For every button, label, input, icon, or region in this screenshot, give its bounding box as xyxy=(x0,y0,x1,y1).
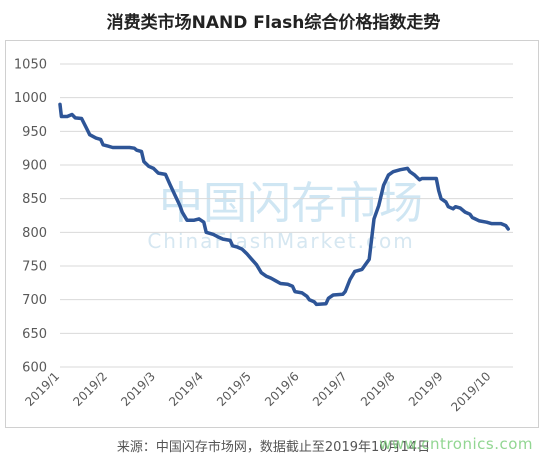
chart-frame xyxy=(5,40,539,428)
x-tick-label: 2019/6 xyxy=(262,369,302,409)
x-axis-ticks: 2019/1 2019/2 2019/3 2019/4 2019/5 2019/6 2019… xyxy=(22,369,493,414)
x-tick-label: 2019/9 xyxy=(406,369,446,409)
chart-title: 消费类市场NAND Flash综合价格指数走势 xyxy=(106,13,441,33)
y-axis-ticks: 600 650 700 750 800 850 900 950 1000 1050 xyxy=(14,58,47,376)
x-tick-label: 2019/7 xyxy=(310,369,350,409)
y-tick-label: 750 xyxy=(22,260,47,275)
y-tick-label: 1050 xyxy=(14,58,47,73)
x-tick-label: 2019/5 xyxy=(214,369,254,409)
y-tick-label: 850 xyxy=(22,192,47,207)
y-tick-label: 800 xyxy=(22,226,47,241)
y-tick-label: 600 xyxy=(22,361,47,376)
y-tick-label: 950 xyxy=(22,125,47,140)
y-tick-label: 1000 xyxy=(14,91,47,106)
watermark-sub: ChinaFlashMarket.com xyxy=(147,229,414,253)
x-tick-label: 2019/3 xyxy=(118,369,158,409)
x-tick-label: 2019/4 xyxy=(166,369,206,409)
x-tick-label: 2019/2 xyxy=(70,369,110,409)
corner-watermark: www.cntronics.com xyxy=(379,435,533,453)
y-tick-label: 900 xyxy=(22,159,47,174)
y-tick-label: 700 xyxy=(22,293,47,308)
gridlines xyxy=(60,63,513,368)
x-tick-label: 2019/8 xyxy=(358,369,398,409)
series-line xyxy=(58,102,510,307)
x-tick-label: 2019/10 xyxy=(448,369,493,414)
source-note: 来源：中国闪存市场网，数据截止至2019年10月14日 xyxy=(116,440,431,455)
y-tick-label: 650 xyxy=(22,327,47,342)
